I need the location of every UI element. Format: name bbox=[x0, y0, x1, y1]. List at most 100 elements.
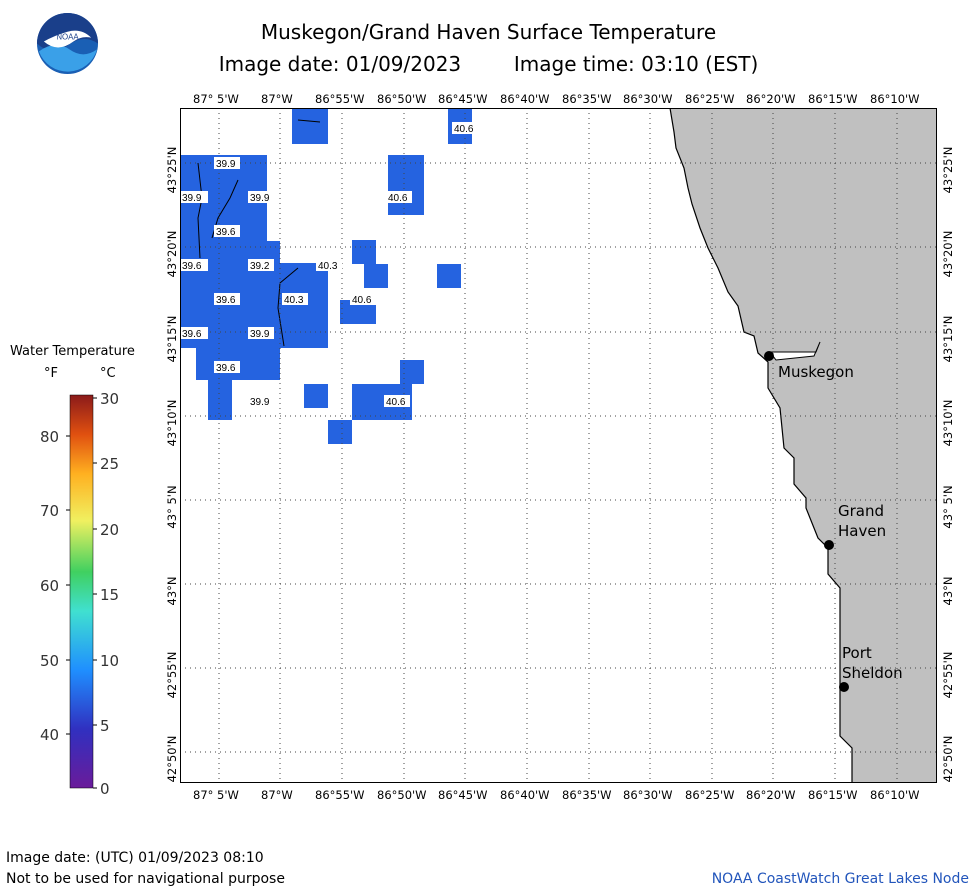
lon-tick-bottom: 86°25'W bbox=[685, 788, 735, 802]
legend-title: Water Temperature bbox=[10, 344, 135, 359]
image-time-label: Image time: 03:10 (EST) bbox=[513, 52, 759, 76]
lon-tick-top: 86°10'W bbox=[870, 92, 920, 106]
temperature-label: 40.3 bbox=[318, 261, 338, 272]
lon-tick-bottom: 86°30'W bbox=[623, 788, 673, 802]
footer-disclaimer: Not to be used for navigational purpose bbox=[6, 871, 285, 887]
map-frame bbox=[180, 108, 937, 783]
image-date-time: Image date: 01/09/2023 Image time: 03:10… bbox=[0, 52, 977, 76]
colorbar-ticks bbox=[66, 397, 97, 789]
lon-tick-top: 86°20'W bbox=[746, 92, 796, 106]
temperature-label: 40.6 bbox=[388, 193, 408, 204]
colorbar-f-tick: 80 bbox=[40, 428, 59, 446]
lat-tick-left: 42°55'N bbox=[165, 651, 179, 699]
city-label-port-sheldon-1: Port bbox=[842, 644, 872, 662]
lon-tick-top: 87° 5'W bbox=[193, 92, 239, 106]
lat-tick-left: 43°N bbox=[165, 576, 179, 606]
footer-credit: NOAA CoastWatch Great Lakes Node bbox=[711, 871, 969, 887]
temperature-label: 40.6 bbox=[386, 397, 406, 408]
lon-tick-bottom: 86°15'W bbox=[808, 788, 858, 802]
colorbar-f-tick: 50 bbox=[40, 652, 59, 670]
colorbar-c-tick: 15 bbox=[100, 586, 119, 604]
temperature-cell bbox=[437, 264, 461, 288]
city-label-grand-haven-1: Grand bbox=[838, 502, 884, 520]
city-label-port-sheldon-2: Sheldon bbox=[842, 664, 903, 682]
image-date-label: Image date: 01/09/2023 bbox=[218, 52, 462, 76]
legend-unit-f: °F bbox=[44, 366, 58, 381]
isotherm-line bbox=[197, 162, 203, 259]
temperature-cell bbox=[328, 420, 352, 444]
colorbar-c-tick: 5 bbox=[100, 717, 110, 735]
lat-tick-left: 43°10'N bbox=[165, 399, 179, 447]
lon-tick-top: 86°50'W bbox=[377, 92, 427, 106]
lat-tick-left: 43°25'N bbox=[165, 146, 179, 194]
temperature-colorbar: Water Temperature °F °C 80 70 60 50 40 3… bbox=[10, 344, 135, 798]
temperature-labels: 40.6 39.9 39.9 39.9 40.6 39.6 39.6 39.2 … bbox=[180, 122, 478, 408]
lon-tick-bottom: 86°45'W bbox=[438, 788, 488, 802]
temperature-cell bbox=[280, 263, 328, 348]
lon-tick-bottom: 86°50'W bbox=[377, 788, 427, 802]
lat-tick-right: 42°55'N bbox=[941, 651, 955, 699]
lon-tick-bottom: 86°20'W bbox=[746, 788, 796, 802]
lat-tick-right: 43°N bbox=[941, 576, 955, 606]
temperature-label: 39.2 bbox=[250, 261, 270, 272]
temperature-label: 40.3 bbox=[284, 295, 304, 306]
logo-text: NOAA bbox=[56, 33, 79, 42]
lon-tick-bottom: 86°55'W bbox=[315, 788, 365, 802]
lat-tick-right: 43° 5'N bbox=[941, 485, 955, 529]
city-dot-port-sheldon bbox=[839, 682, 849, 692]
colorbar-c-tick: 25 bbox=[100, 455, 119, 473]
graticule bbox=[180, 108, 937, 783]
lon-tick-bottom: 86°40'W bbox=[500, 788, 550, 802]
city-label-muskegon: Muskegon bbox=[778, 363, 854, 381]
temperature-label: 39.6 bbox=[216, 227, 236, 238]
lon-tick-bottom: 87°W bbox=[261, 788, 293, 802]
lon-tick-top: 87°W bbox=[261, 92, 293, 106]
map-title: Muskegon/Grand Haven Surface Temperature bbox=[260, 20, 717, 44]
temperature-label: 39.9 bbox=[216, 159, 236, 170]
lon-tick-top: 86°45'W bbox=[438, 92, 488, 106]
temperature-label: 39.6 bbox=[216, 295, 236, 306]
lat-tick-right: 43°20'N bbox=[941, 230, 955, 278]
colorbar-gradient bbox=[69, 394, 94, 789]
lon-tick-top: 86°55'W bbox=[315, 92, 365, 106]
temperature-label: 39.9 bbox=[250, 397, 270, 408]
lon-tick-bottom: 87° 5'W bbox=[193, 788, 239, 802]
temperature-label: 39.6 bbox=[182, 329, 202, 340]
noaa-logo: NOAA bbox=[36, 12, 99, 75]
legend-unit-c: °C bbox=[100, 366, 116, 381]
lon-tick-bottom: 86°35'W bbox=[562, 788, 612, 802]
colorbar-f-tick: 70 bbox=[40, 502, 59, 520]
city-label-grand-haven-2: Haven bbox=[838, 522, 886, 540]
temperature-label: 39.9 bbox=[250, 329, 270, 340]
temperature-label: 40.6 bbox=[352, 295, 372, 306]
temperature-label: 39.6 bbox=[216, 363, 236, 374]
lat-tick-right: 42°50'N bbox=[941, 735, 955, 783]
temperature-cell bbox=[352, 240, 376, 264]
colorbar-c-tick: 0 bbox=[100, 780, 110, 798]
temperature-label: 39.6 bbox=[182, 261, 202, 272]
lon-tick-bottom: 86°10'W bbox=[870, 788, 920, 802]
temperature-label: 39.9 bbox=[182, 193, 202, 204]
isotherm-line bbox=[277, 267, 299, 347]
temperature-cell bbox=[208, 380, 232, 420]
colorbar-c-tick: 20 bbox=[100, 521, 119, 539]
lon-tick-top: 86°30'W bbox=[623, 92, 673, 106]
colorbar-f-tick: 40 bbox=[40, 726, 59, 744]
lat-tick-left: 43° 5'N bbox=[165, 485, 179, 529]
lat-tick-right: 43°25'N bbox=[941, 146, 955, 194]
lon-tick-top: 86°35'W bbox=[562, 92, 612, 106]
sst-map: 40.6 39.9 39.9 39.9 40.6 39.6 39.6 39.2 … bbox=[180, 108, 937, 783]
muskegon-lake bbox=[769, 341, 821, 361]
colorbar-c-tick: 10 bbox=[100, 652, 119, 670]
lat-tick-right: 43°10'N bbox=[941, 399, 955, 447]
lon-tick-top: 86°25'W bbox=[685, 92, 735, 106]
temperature-cell bbox=[364, 264, 388, 288]
lon-tick-top: 86°40'W bbox=[500, 92, 550, 106]
lat-tick-left: 42°50'N bbox=[165, 735, 179, 783]
isotherm-line bbox=[297, 119, 321, 123]
temperature-label: 39.9 bbox=[250, 193, 270, 204]
city-dot-grand-haven bbox=[824, 540, 834, 550]
temperature-cell bbox=[304, 384, 328, 408]
city-dot-muskegon bbox=[764, 351, 774, 361]
colorbar-c-tick: 30 bbox=[100, 390, 119, 408]
